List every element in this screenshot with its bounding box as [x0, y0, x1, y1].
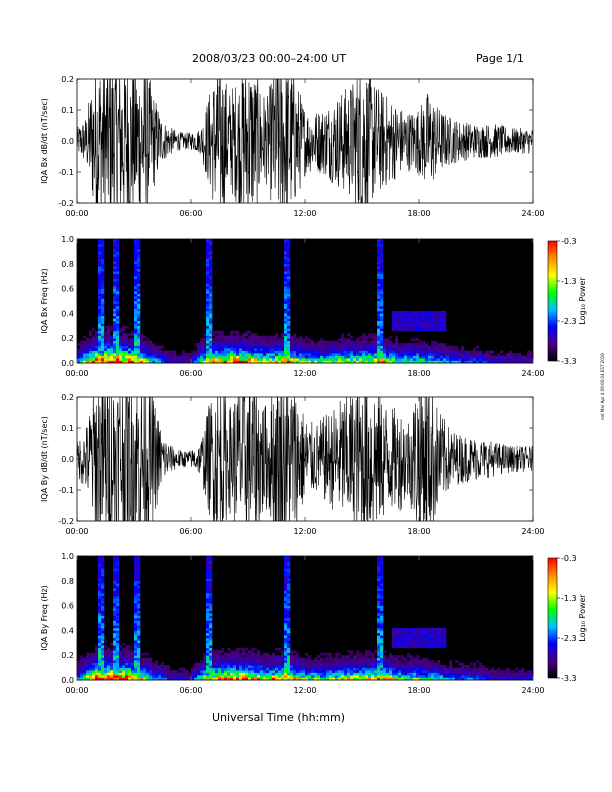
y-tick-label: 0.1: [61, 424, 74, 433]
y-tick-label: 0.2: [61, 651, 74, 660]
page-number: Page 1/1: [476, 52, 524, 65]
colorbar-label: Log₁₀ Power: [578, 594, 587, 642]
y-tick-label: 0.8: [61, 260, 74, 269]
heatmap-cells: [77, 556, 534, 681]
y-tick-label: 0.4: [61, 309, 74, 318]
page-title: 2008/03/23 00:00–24:00 UT: [192, 52, 347, 65]
series-line-3: [77, 397, 533, 521]
y-tick-label: 0.6: [61, 285, 74, 294]
y-tick-label: 0.0: [61, 455, 74, 464]
colorbar-tick-label: -0.3: [561, 237, 577, 246]
colorbar-label: Log₁₀ Power: [578, 277, 587, 325]
panel-4: -0.3 -1.3 -2.3 -3.3 Log₁₀ Power 0.0 0.2 0.4 0.6 0…: [40, 552, 587, 695]
colorbar-tick-label: -3.3: [561, 357, 577, 366]
x-tick-label: 24:00: [521, 369, 544, 378]
y-tick-label: 0.6: [61, 602, 74, 611]
y-tick-label: 0.0: [61, 676, 74, 685]
x-tick-label: 24:00: [521, 527, 544, 536]
panel-3: -0.2 -0.1 0.0 0.1 0.2 00:00 06:00 12:00 18:00 24:…: [40, 393, 545, 536]
y-tick-label: 0.4: [61, 626, 74, 635]
y-tick-label: -0.1: [58, 168, 74, 177]
x-tick-label: 00:00: [65, 209, 88, 218]
y-tick-label: 0.0: [61, 137, 74, 146]
y-axis-label: IQA Bx Freq (Hz): [40, 268, 49, 334]
y-tick-label: 0.0: [61, 359, 74, 368]
y-tick-label: 0.2: [61, 334, 74, 343]
x-tick-label: 06:00: [179, 209, 202, 218]
y-axis-label: IQA By dB/dt (nT/sec): [40, 416, 49, 502]
y-tick-label: 0.8: [61, 577, 74, 586]
colorbar-tick-label: -1.3: [561, 594, 577, 603]
y-tick-label: -0.2: [58, 517, 74, 526]
y-axis-label: IQA By Freq (Hz): [40, 585, 49, 651]
colorbar: [547, 557, 558, 679]
colorbar-tick-label: -1.3: [561, 277, 577, 286]
side-note: not Mar Apr 4 09:00:04 EST 2019: [600, 353, 605, 420]
y-tick-label: 1.0: [61, 235, 74, 244]
panel-2: -0.3 -1.3 -2.3 -3.3 Log₁₀ Power 0.0 0.2 0.4 0.6 0…: [40, 235, 587, 378]
x-tick-label: 18:00: [407, 686, 430, 695]
x-tick-label: 00:00: [65, 527, 88, 536]
y-tick-label: -0.2: [58, 199, 74, 208]
series-line-1: [77, 79, 533, 203]
x-tick-label: 24:00: [521, 209, 544, 218]
colorbar-tick-label: -0.3: [561, 554, 577, 563]
y-tick-label: 0.2: [61, 75, 74, 84]
colorbar: [547, 240, 558, 362]
colorbar-tick-label: -2.3: [561, 634, 577, 643]
x-tick-label: 12:00: [293, 527, 316, 536]
y-tick-label: 1.0: [61, 552, 74, 561]
x-axis-title: Universal Time (hh:mm): [212, 711, 345, 724]
x-tick-label: 18:00: [407, 209, 430, 218]
x-tick-label: 12:00: [293, 686, 316, 695]
panel-1: -0.2 -0.1 0.0 0.1 0.2 00:00 06:00 12:00 18:00 24:…: [40, 75, 545, 218]
y-tick-label: -0.1: [58, 486, 74, 495]
x-tick-label: 24:00: [521, 686, 544, 695]
x-tick-label: 06:00: [179, 369, 202, 378]
x-tick-label: 18:00: [407, 527, 430, 536]
y-tick-label: 0.2: [61, 393, 74, 402]
x-tick-label: 06:00: [179, 686, 202, 695]
colorbar-tick-label: -2.3: [561, 317, 577, 326]
x-tick-label: 12:00: [293, 209, 316, 218]
y-tick-label: 0.1: [61, 106, 74, 115]
x-tick-label: 12:00: [293, 369, 316, 378]
x-tick-label: 06:00: [179, 527, 202, 536]
colorbar-tick-label: -3.3: [561, 674, 577, 683]
x-tick-label: 18:00: [407, 369, 430, 378]
x-tick-label: 00:00: [65, 686, 88, 695]
heatmap-cells: [77, 239, 534, 364]
y-axis-label: IQA Bx dB/dt (nT/sec): [40, 98, 49, 184]
x-tick-label: 00:00: [65, 369, 88, 378]
